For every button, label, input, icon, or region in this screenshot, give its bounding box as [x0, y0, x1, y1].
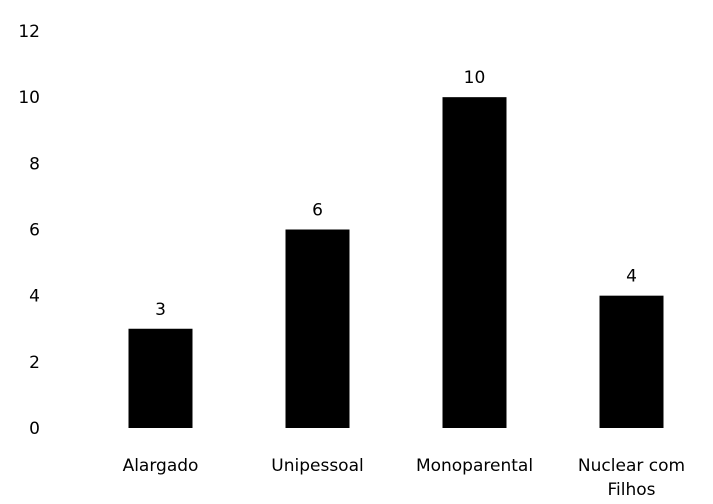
- bar: [442, 97, 507, 429]
- y-tick-label: 2: [29, 353, 40, 373]
- y-tick-label: 0: [29, 419, 40, 439]
- data-labels: 3 6 10 4: [155, 68, 637, 320]
- bar: [599, 295, 664, 428]
- x-tick-label: Nuclear com Filhos: [578, 456, 685, 500]
- y-tick-label: 6: [29, 221, 40, 241]
- x-tick-label: Monoparental: [416, 456, 533, 476]
- y-axis: 0 2 4 6 8 10 12: [18, 22, 40, 439]
- y-tick-label: 10: [18, 88, 40, 108]
- x-axis: Alargado Unipessoal Monoparental Nuclear co…: [123, 456, 686, 500]
- bars: [128, 97, 664, 429]
- bar: [128, 328, 193, 428]
- y-tick-label: 12: [18, 22, 40, 42]
- x-tick-label: Unipessoal: [271, 456, 363, 476]
- data-label: 3: [155, 300, 166, 320]
- x-tick-label: Alargado: [123, 456, 199, 476]
- y-tick-label: 8: [29, 154, 40, 174]
- data-label: 10: [464, 68, 486, 88]
- y-tick-label: 4: [29, 287, 40, 307]
- bar: [285, 229, 350, 428]
- data-label: 6: [312, 201, 323, 221]
- data-label: 4: [626, 267, 637, 287]
